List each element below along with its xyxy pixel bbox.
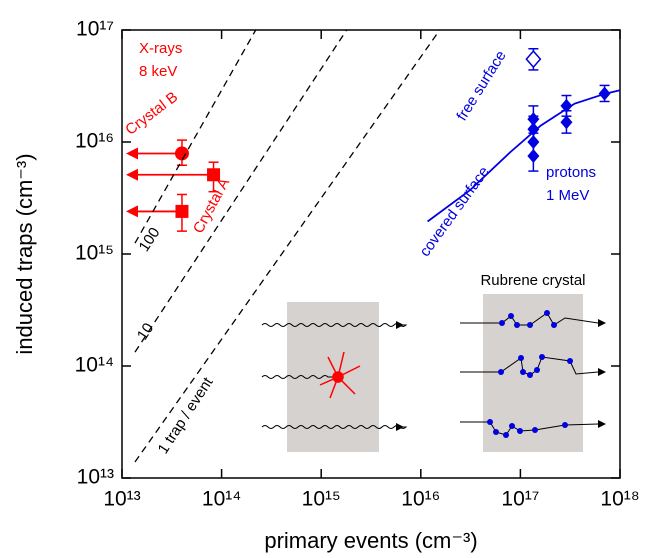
upper-limit-head [126, 205, 138, 218]
upper-limit-head [126, 168, 138, 181]
point [527, 148, 540, 163]
guide-line [134, 29, 441, 463]
fit-line [427, 89, 621, 223]
point [560, 115, 573, 130]
inset-cascade [319, 351, 361, 399]
series [427, 89, 621, 223]
annotation: 1 MeV [546, 187, 589, 204]
insets: Rubrene crystal [261, 272, 606, 452]
x-tick-label: 10¹⁴ [202, 488, 241, 511]
x-tick-label: 10¹⁵ [302, 488, 341, 511]
series [126, 139, 189, 167]
annotation: X-rays [139, 40, 182, 57]
x-tick-label: 10¹³ [103, 488, 140, 511]
y-tick-label: 10¹⁶ [75, 130, 114, 153]
y-tick-label: 10¹³ [77, 466, 114, 489]
series [525, 48, 542, 71]
point [560, 98, 573, 113]
series [134, 29, 348, 353]
y-tick-label: 10¹⁵ [75, 242, 114, 265]
series-label: Crystal B [122, 88, 181, 138]
x-axis-label: primary events (cm⁻³) [264, 528, 477, 553]
series [527, 84, 611, 172]
series-label: Crystal A [190, 175, 233, 236]
guide-line [134, 29, 348, 353]
annotation: 10 [134, 320, 157, 343]
y-tick-label: 10¹⁷ [76, 18, 114, 41]
upper-limit-head [126, 147, 138, 160]
x-tick-label: 10¹⁷ [501, 488, 539, 511]
series [134, 29, 257, 244]
inset-defects [487, 310, 573, 438]
annotation: protons [546, 164, 596, 181]
point [174, 146, 189, 161]
x-tick-label: 10¹⁸ [600, 488, 639, 511]
annotation: covered surface [416, 164, 492, 260]
point [175, 204, 189, 218]
guide-line [134, 29, 257, 244]
annotation: 8 keV [139, 63, 177, 80]
x-tick-label: 10¹⁶ [401, 488, 440, 511]
inset-title: Rubrene crystal [480, 272, 585, 289]
y-axis-label: induced traps (cm⁻³) [12, 153, 37, 354]
annotation: 1 trap / event [155, 374, 217, 457]
y-tick-label: 10¹⁴ [75, 354, 114, 377]
series [126, 161, 221, 232]
annotation: 100 [136, 225, 164, 255]
point [525, 49, 542, 69]
annotation: free surface [453, 48, 509, 124]
point [207, 168, 221, 182]
series [134, 29, 441, 463]
